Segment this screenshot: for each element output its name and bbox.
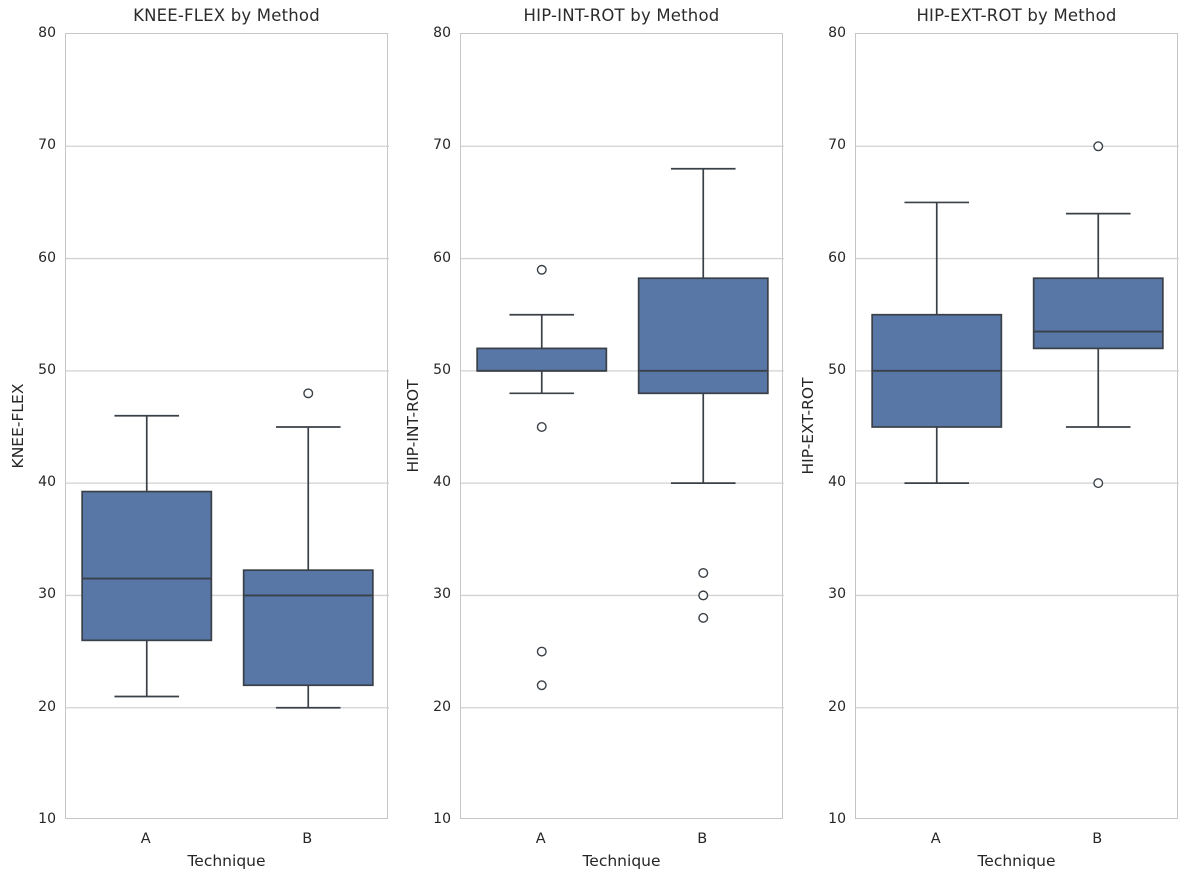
x-tick-label-A: A [140,831,151,847]
boxplot-canvas [856,141,1179,709]
y-tick-label: 20 [433,698,451,715]
plot-area [855,33,1179,819]
outlier-marker-B [698,590,709,601]
outlier-marker-B [1093,141,1104,152]
y-axis-label: KNEE-FLEX [9,383,27,469]
boxplot-canvas [461,145,784,709]
chart-title: HIP-EXT-ROT by Method [916,6,1117,25]
outlier-marker-A [536,646,547,657]
y-tick-label: 60 [38,249,56,266]
plot-area [460,33,784,819]
y-tick-label: 40 [433,474,451,491]
y-tick-label: 70 [38,137,56,154]
y-tick-label: 80 [433,25,451,41]
x-tick-label-B: B [697,831,708,847]
x-axis-label: Technique [187,852,266,870]
y-axis-label: HIP-EXT-ROT [799,377,817,475]
y-tick-label: 40 [828,474,846,491]
subplot-knee-flex: KNEE-FLEX by Method KNEE-FLEX Technique … [9,0,389,884]
box-A [476,347,608,372]
y-axis-label: HIP-INT-ROT [404,379,422,473]
y-tick-label: 60 [828,249,846,266]
outlier-marker-A [536,680,547,691]
y-tick-label: 30 [433,586,451,603]
outlier-marker-B [698,567,709,578]
plot-area [65,33,389,819]
x-axis-label: Technique [977,852,1056,870]
x-tick-label-A: A [930,831,941,847]
y-tick-label: 50 [433,361,451,378]
y-tick-label: 80 [828,25,846,41]
outlier-marker-A [536,422,547,433]
boxplot-canvas [66,145,389,709]
outlier-marker-B [303,388,314,399]
y-tick-label: 50 [38,361,56,378]
subplot-hip-ext-rot: HIP-EXT-ROT by Method HIP-EXT-ROT Techni… [799,0,1179,884]
box-B [637,277,769,395]
x-tick-label-A: A [535,831,546,847]
chart-title: KNEE-FLEX by Method [133,6,320,25]
y-tick-label: 50 [828,361,846,378]
box-A [81,490,213,642]
y-tick-label: 70 [433,137,451,154]
y-tick-label: 30 [38,586,56,603]
x-axis-label: Technique [582,852,661,870]
y-tick-label: 40 [38,474,56,491]
outlier-marker-B [698,612,709,623]
y-tick-label: 20 [38,698,56,715]
y-tick-label: 10 [38,811,56,827]
y-tick-label: 10 [433,811,451,827]
y-tick-label: 60 [433,249,451,266]
chart-title: HIP-INT-ROT by Method [523,6,720,25]
y-tick-label: 10 [828,811,846,827]
y-tick-label: 80 [38,25,56,41]
box-B [242,569,374,687]
x-tick-label-B: B [1092,831,1103,847]
subplot-hip-int-rot: HIP-INT-ROT by Method HIP-INT-ROT Techni… [404,0,784,884]
outlier-marker-B [1093,478,1104,489]
outlier-marker-A [536,264,547,275]
y-tick-label: 30 [828,586,846,603]
y-tick-label: 20 [828,698,846,715]
x-tick-label-B: B [302,831,313,847]
box-B [1032,277,1164,350]
y-tick-label: 70 [828,137,846,154]
